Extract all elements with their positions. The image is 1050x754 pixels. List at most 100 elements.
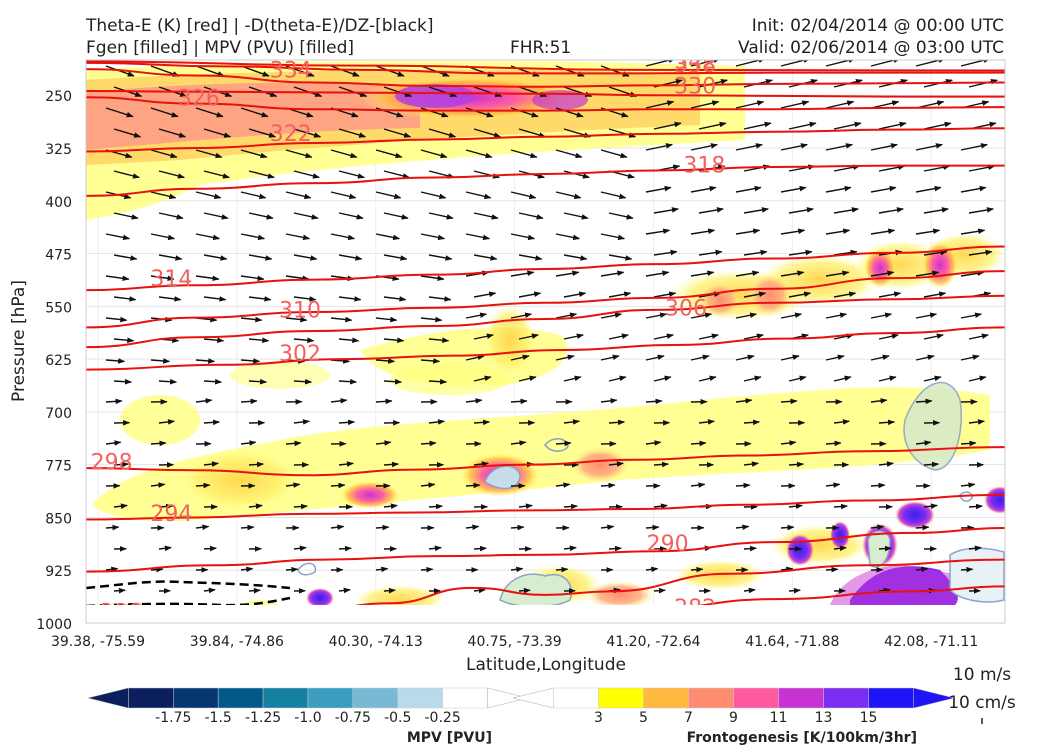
wind-vector [1006, 272, 1029, 276]
wind-vector [1006, 485, 1020, 486]
wind-vector [384, 464, 398, 465]
wind-vector [196, 485, 210, 486]
colorbar-tick-label: -1.75 [155, 710, 191, 726]
x-tick-label: 42.08, -71.11 [884, 634, 978, 650]
colorbar-segment [599, 688, 644, 708]
y-tick-label: 475 [45, 248, 72, 264]
x-tick-label: 41.64, -71.88 [745, 634, 839, 650]
theta-e-label-306: 306 [665, 296, 707, 321]
colorbar-tick-label: 13 [815, 710, 833, 726]
y-tick-label: 625 [45, 353, 72, 369]
theta-e-label-342: 342 [674, 49, 716, 74]
wind-vector [781, 527, 794, 528]
x-axis-label: Latitude,Longitude [466, 655, 626, 675]
wind-key-horizontal: 10 m/s [953, 665, 1011, 685]
wind-vector [286, 569, 298, 570]
wind-vector [834, 506, 847, 507]
wind-vector [556, 569, 568, 570]
forecast-hour: FHR:51 [510, 38, 571, 58]
wind-vector [1006, 356, 1024, 360]
y-tick-label: 700 [45, 406, 72, 422]
wind-vector [249, 464, 263, 465]
colorbar-segment [824, 688, 869, 708]
wind-vector [961, 569, 973, 570]
colorbar-segment [734, 688, 779, 708]
wind-vector [1014, 548, 1026, 549]
wind-vector [294, 506, 307, 507]
terrain-mask [86, 605, 1005, 623]
colorbar-tick-label: -0.75 [335, 710, 371, 726]
wind-vector [1006, 526, 1019, 528]
wind-vector [654, 464, 668, 465]
wind-vector [241, 527, 254, 528]
wind-vector [879, 548, 891, 549]
x-tick-label: 41.20, -72.64 [606, 634, 700, 650]
colorbar-segment [644, 688, 689, 708]
colorbar-segment [398, 688, 443, 708]
wind-vector [1006, 400, 1022, 402]
y-tick-label: 925 [45, 564, 72, 580]
mpv-colorbar: -1.75-1.5-1.25-1.0-0.75-0.5-0.25 [88, 688, 528, 726]
wind-vector [1006, 314, 1026, 318]
y-tick-label: 1000 [36, 617, 72, 633]
colorbar-tick-label: -1.5 [205, 710, 232, 726]
colorbar-segment [779, 688, 824, 708]
colorbar-segment [263, 688, 308, 708]
wind-vector [564, 506, 577, 507]
x-tick-label: 40.75, -73.39 [468, 634, 562, 650]
theta-e-label-330: 330 [674, 75, 716, 100]
colorbar-tick-label: 9 [729, 710, 738, 726]
wind-vector [1014, 80, 1042, 87]
colorbar-tick-label: -1.25 [245, 710, 281, 726]
wind-vector [151, 569, 163, 570]
wind-vector [474, 548, 486, 549]
colorbar-segment [173, 688, 218, 708]
colorbar-segment [869, 688, 914, 708]
wind-vector [106, 527, 119, 528]
wind-vector [1014, 293, 1036, 297]
title-line-2: Fgen [filled] | MPV (PVU) [filled] [86, 38, 354, 58]
theta-e-label-302: 302 [279, 342, 321, 367]
wind-vector [1014, 590, 1025, 591]
colorbar-tick-label: -0.25 [425, 710, 461, 726]
theta-e-label-334: 334 [270, 58, 312, 83]
x-tick-label: 39.38, -75.59 [51, 634, 145, 650]
y-tick-label: 550 [45, 300, 72, 316]
wind-vector [1006, 102, 1034, 108]
wind-vector [519, 590, 530, 591]
wind-vector [1006, 230, 1030, 234]
wind-vector [331, 485, 345, 486]
wind-vector [114, 590, 125, 591]
wind-vector [609, 548, 621, 549]
y-tick-label: 400 [45, 195, 72, 211]
colorbar-tick-label: 15 [860, 710, 878, 726]
theta-e-label-318: 318 [683, 153, 725, 178]
wind-vector [1014, 123, 1041, 129]
wind-vector [1006, 611, 1017, 612]
valid-time: Valid: 02/06/2014 @ 03:00 UTC [738, 38, 1004, 58]
wind-vector [654, 590, 665, 591]
x-tick-label: 39.84, -74.86 [190, 634, 284, 650]
wind-vector [1014, 463, 1028, 465]
wind-vector [736, 485, 750, 486]
wind-vector [691, 569, 703, 570]
colorbar-segment [128, 688, 173, 708]
wind-vector [384, 590, 395, 591]
colorbar-segment [443, 688, 488, 708]
wind-vector [1014, 422, 1029, 423]
wind-vector [511, 527, 524, 528]
wind-vector [204, 548, 216, 549]
colorbar-segment [689, 688, 734, 708]
title-line-1: Theta-E (K) [red] | -D(theta-E)/DZ-[blac… [85, 16, 434, 36]
theta-e-label-298: 298 [91, 450, 133, 475]
wind-vector [421, 569, 433, 570]
wind-vector [871, 485, 885, 486]
theta-e-label-314: 314 [150, 267, 192, 292]
wind-vector [789, 464, 803, 465]
colorbar-tick-label: 5 [639, 710, 648, 726]
wind-vector [789, 590, 800, 591]
colorbar-segment [554, 688, 599, 708]
mpv-colorbar-label: MPV [PVU] [407, 730, 492, 746]
